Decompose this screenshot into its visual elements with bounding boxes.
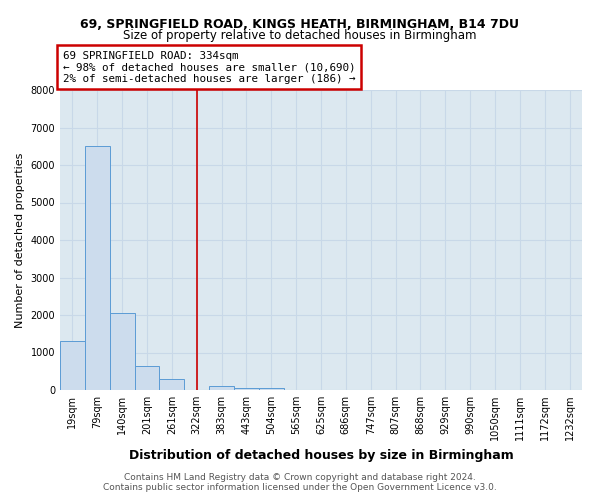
Bar: [160, 379, 184, 390]
Bar: [259, 388, 284, 390]
Text: 69 SPRINGFIELD ROAD: 334sqm
← 98% of detached houses are smaller (10,690)
2% of : 69 SPRINGFIELD ROAD: 334sqm ← 98% of det…: [62, 51, 355, 84]
Bar: [234, 388, 259, 390]
Bar: [60, 341, 85, 390]
Bar: [134, 366, 160, 390]
Text: Size of property relative to detached houses in Birmingham: Size of property relative to detached ho…: [123, 29, 477, 42]
X-axis label: Distribution of detached houses by size in Birmingham: Distribution of detached houses by size …: [128, 448, 514, 462]
Bar: [209, 386, 234, 390]
Text: 69, SPRINGFIELD ROAD, KINGS HEATH, BIRMINGHAM, B14 7DU: 69, SPRINGFIELD ROAD, KINGS HEATH, BIRMI…: [80, 18, 520, 30]
Y-axis label: Number of detached properties: Number of detached properties: [15, 152, 25, 328]
Bar: [110, 313, 134, 390]
Text: Contains HM Land Registry data © Crown copyright and database right 2024.
Contai: Contains HM Land Registry data © Crown c…: [103, 473, 497, 492]
Bar: [85, 146, 110, 390]
